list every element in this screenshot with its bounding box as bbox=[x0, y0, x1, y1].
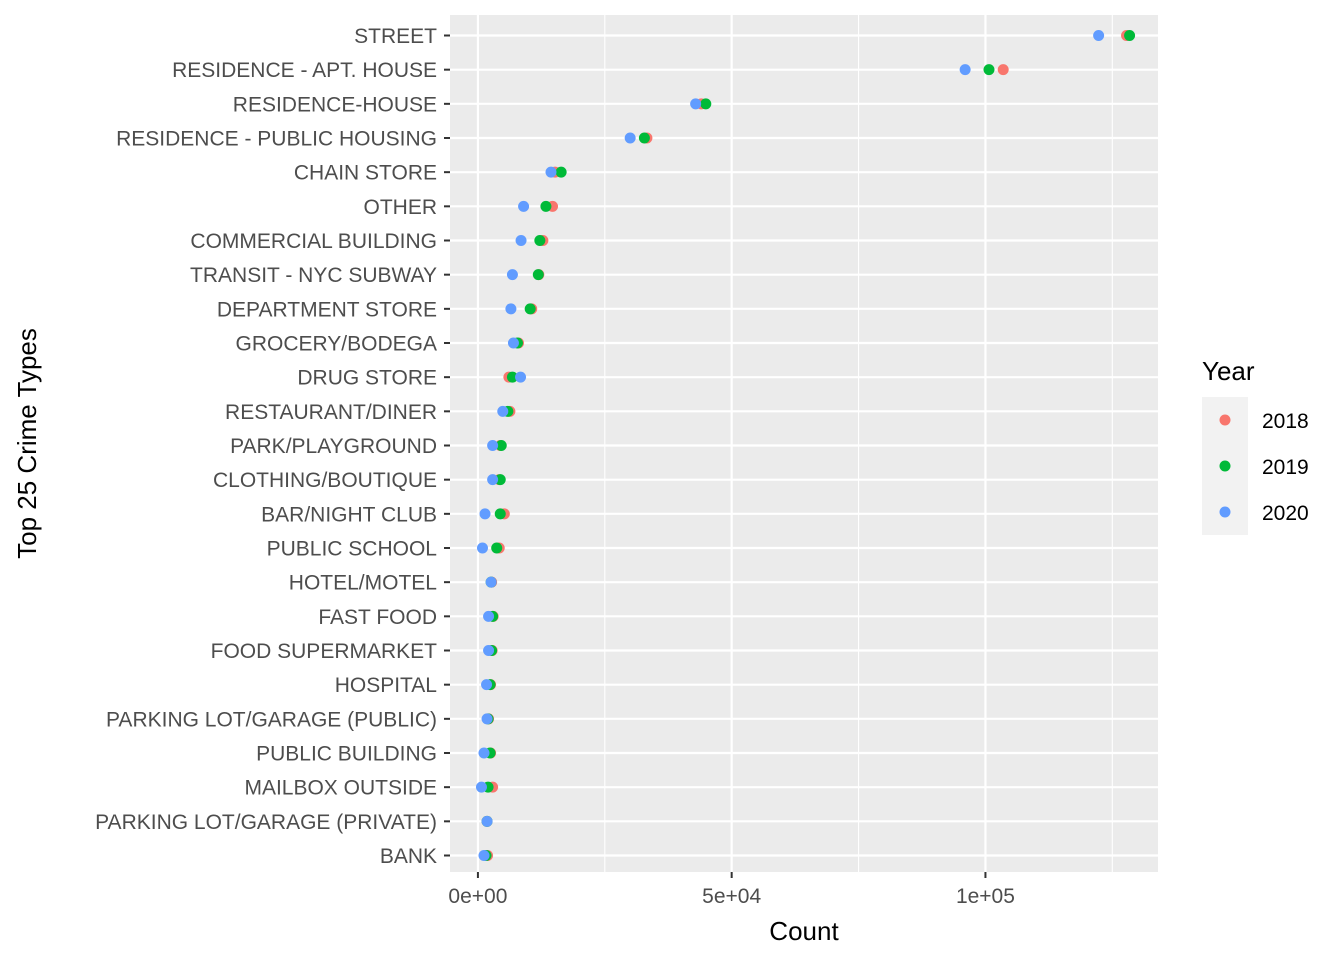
data-point-2020 bbox=[1093, 30, 1105, 41]
data-point-2019 bbox=[1124, 30, 1136, 41]
y-tick-label: PARK/PLAYGROUND bbox=[230, 435, 437, 458]
data-point-2020 bbox=[483, 610, 495, 622]
y-axis-title: Top 25 Crime Types bbox=[12, 328, 42, 559]
y-tick-label: BANK bbox=[380, 845, 437, 868]
major-gridlines bbox=[450, 15, 1158, 872]
data-point-2020 bbox=[481, 713, 493, 725]
data-point-2019 bbox=[983, 64, 995, 76]
legend-key-2019 bbox=[1219, 460, 1231, 472]
data-point-2019 bbox=[494, 474, 506, 486]
legend: Year 2018 2019 2020 bbox=[1202, 356, 1309, 535]
y-tick-label: HOSPITAL bbox=[335, 674, 437, 697]
data-point-2019 bbox=[700, 98, 712, 110]
plot-panel bbox=[450, 15, 1158, 872]
y-tick-label: FOOD SUPERMARKET bbox=[211, 640, 438, 663]
y-tick-label: BAR/NIGHT CLUB bbox=[261, 503, 437, 526]
legend-key-2018 bbox=[1219, 414, 1231, 426]
data-point-2020 bbox=[476, 542, 488, 554]
data-point-2019 bbox=[638, 132, 650, 144]
data-point-2020 bbox=[478, 850, 490, 861]
y-tick-label: CHAIN STORE bbox=[294, 162, 437, 185]
data-point-2020 bbox=[487, 440, 499, 451]
y-tick-label: PUBLIC BUILDING bbox=[256, 743, 437, 766]
data-point-2020 bbox=[479, 508, 491, 520]
data-points bbox=[475, 30, 1136, 861]
y-tick-label: OTHER bbox=[364, 196, 438, 219]
y-tick-label: MAILBOX OUTSIDE bbox=[244, 777, 437, 800]
x-axis: 0e+00 5e+04 1e+05 bbox=[448, 872, 1015, 908]
data-point-2020 bbox=[959, 64, 971, 76]
minor-gridlines bbox=[604, 15, 1113, 872]
data-point-2020 bbox=[545, 166, 557, 178]
legend-title: Year bbox=[1202, 356, 1255, 386]
data-point-2020 bbox=[690, 98, 702, 110]
data-point-2019 bbox=[532, 269, 544, 281]
y-tick-label: CLOTHING/BOUTIQUE bbox=[213, 469, 437, 492]
legend-key-2020 bbox=[1219, 506, 1231, 518]
y-tick-label: PARKING LOT/GARAGE (PUBLIC) bbox=[106, 708, 437, 731]
data-point-2020 bbox=[515, 371, 527, 383]
data-point-2019 bbox=[506, 371, 518, 383]
y-tick-label: STREET bbox=[354, 25, 437, 48]
data-point-2020 bbox=[497, 405, 509, 417]
y-tick-label: PUBLIC SCHOOL bbox=[267, 538, 437, 561]
y-axis: STREET RESIDENCE - APT. HOUSE RESIDENCE-HO… bbox=[95, 25, 450, 868]
data-point-2019 bbox=[495, 440, 507, 451]
data-point-2020 bbox=[518, 200, 530, 212]
data-point-2020 bbox=[506, 269, 518, 281]
data-point-2018 bbox=[997, 64, 1009, 76]
x-tick-label: 5e+04 bbox=[702, 885, 761, 908]
data-point-2020 bbox=[475, 781, 487, 793]
data-point-2020 bbox=[624, 132, 636, 144]
data-point-2019 bbox=[494, 508, 506, 520]
data-point-2020 bbox=[507, 337, 519, 349]
data-point-2020 bbox=[483, 645, 495, 656]
y-tick-label: TRANSIT - NYC SUBWAY bbox=[190, 264, 437, 287]
x-tick-label: 1e+05 bbox=[956, 885, 1015, 908]
y-tick-label: COMMERCIAL BUILDING bbox=[190, 230, 437, 253]
data-point-2019 bbox=[534, 235, 546, 246]
x-tick-label: 0e+00 bbox=[448, 885, 507, 908]
data-point-2019 bbox=[540, 200, 552, 212]
legend-label: 2018 bbox=[1262, 410, 1309, 433]
data-point-2019 bbox=[491, 542, 503, 554]
data-point-2020 bbox=[481, 679, 493, 691]
y-tick-label: RESIDENCE - PUBLIC HOUSING bbox=[116, 128, 437, 151]
y-tick-label: DRUG STORE bbox=[297, 367, 437, 390]
y-tick-label: PARKING LOT/GARAGE (PRIVATE) bbox=[95, 811, 437, 834]
data-point-2020 bbox=[478, 747, 490, 759]
y-tick-label: GROCERY/BODEGA bbox=[236, 333, 438, 356]
y-tick-label: RESIDENCE-HOUSE bbox=[233, 93, 437, 116]
data-point-2020 bbox=[481, 815, 493, 827]
data-point-2020 bbox=[487, 474, 499, 486]
data-point-2020 bbox=[515, 235, 527, 246]
data-point-2019 bbox=[524, 303, 536, 315]
legend-label: 2019 bbox=[1262, 456, 1309, 479]
data-point-2019 bbox=[555, 166, 567, 178]
y-tick-label: HOTEL/MOTEL bbox=[289, 572, 437, 595]
y-tick-label: RESTAURANT/DINER bbox=[225, 401, 437, 424]
legend-label: 2020 bbox=[1262, 502, 1309, 525]
x-axis-title: Count bbox=[769, 916, 839, 946]
y-tick-label: RESIDENCE - APT. HOUSE bbox=[172, 59, 437, 82]
y-tick-label: FAST FOOD bbox=[318, 606, 437, 629]
data-point-2020 bbox=[505, 303, 517, 315]
y-tick-label: DEPARTMENT STORE bbox=[217, 298, 437, 321]
data-point-2020 bbox=[485, 576, 497, 588]
